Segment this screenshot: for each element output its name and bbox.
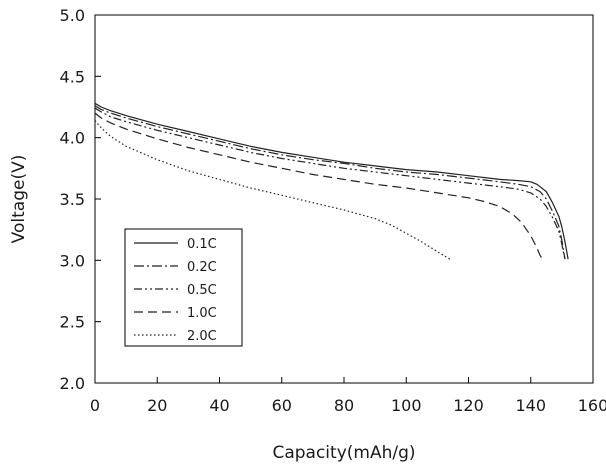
x-tick-label: 40 (209, 396, 229, 415)
series-line-1-0c (94, 112, 544, 261)
x-tick-label: 100 (391, 396, 422, 415)
series-line-2-0c (94, 120, 451, 260)
y-tick-label: 2.5 (60, 313, 85, 332)
series-line-0-5c (94, 107, 566, 261)
x-axis: 0 20 40 60 80 100 120 140 160 (90, 377, 606, 415)
x-tick-label: 160 (578, 396, 606, 415)
series-lines (94, 102, 569, 261)
y-axis: 2.0 2.5 3.0 3.5 4.0 4.5 5.0 (60, 6, 101, 393)
x-axis-label: Capacity(mAh/g) (272, 443, 415, 463)
legend-label: 0.2C (187, 260, 217, 275)
y-tick-label: 4.5 (60, 67, 85, 86)
x-tick-label: 20 (147, 396, 167, 415)
series-line-0-1c (94, 102, 569, 260)
x-tick-label: 80 (334, 396, 354, 415)
x-tick-label: 120 (453, 396, 484, 415)
legend-label: 2.0C (187, 329, 217, 344)
y-tick-label: 4.0 (60, 129, 85, 148)
legend-label: 0.1C (187, 237, 217, 252)
y-tick-label: 3.5 (60, 190, 85, 209)
legend-label: 1.0C (187, 306, 217, 321)
x-tick-label: 140 (515, 396, 546, 415)
legend: 0.1C 0.2C 0.5C 1.0C 2.0C (124, 228, 243, 347)
y-tick-label: 2.0 (60, 374, 85, 393)
x-tick-label: 0 (90, 396, 100, 415)
series-line-0-2c (94, 105, 566, 260)
legend-box (124, 228, 243, 347)
y-tick-label: 3.0 (60, 251, 85, 270)
x-tick-label: 60 (272, 396, 292, 415)
y-tick-label: 5.0 (60, 6, 85, 25)
legend-label: 0.5C (187, 283, 217, 298)
y-axis-label: Voltage(V) (9, 155, 29, 244)
